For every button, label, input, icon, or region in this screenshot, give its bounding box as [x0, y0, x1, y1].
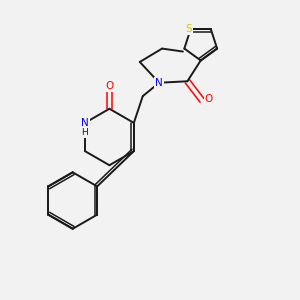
Text: S: S — [186, 24, 192, 34]
Text: N: N — [155, 78, 163, 88]
Text: O: O — [105, 82, 113, 92]
Text: H: H — [82, 128, 88, 137]
Text: O: O — [205, 94, 213, 104]
Text: N: N — [81, 118, 89, 128]
